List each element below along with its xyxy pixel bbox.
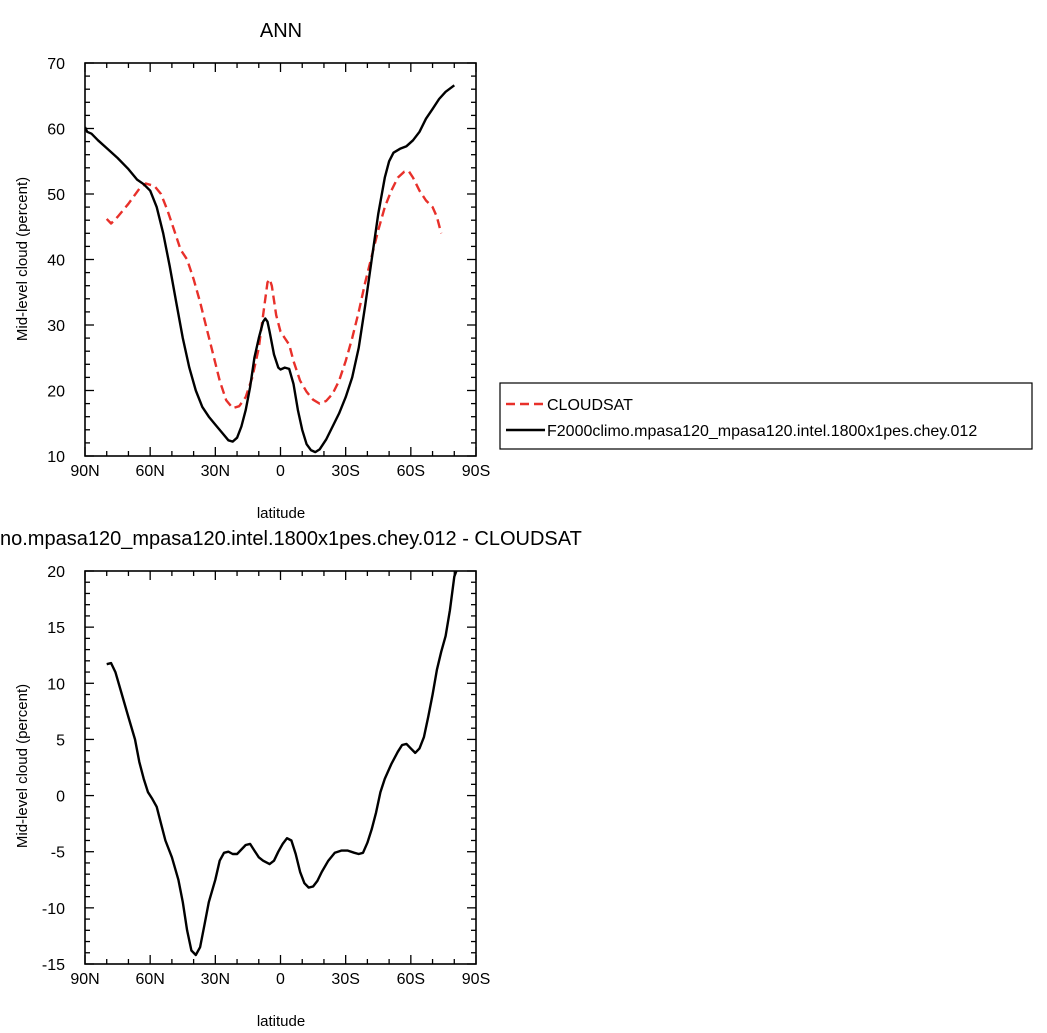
bottom-chart-title: no.mpasa120_mpasa120.intel.1800x1pes.che… — [0, 528, 582, 550]
top-chart-ytick-label: 30 — [47, 318, 65, 335]
top-chart-xlabel: latitude — [257, 505, 305, 522]
top-chart-xtick-label: 90S — [462, 463, 490, 480]
bottom-chart-ytick-label: 10 — [47, 676, 65, 693]
top-chart-title: ANN — [260, 20, 302, 42]
top-chart-xtick-label: 0 — [276, 463, 285, 480]
bottom-chart-ytick-label: 15 — [47, 620, 65, 637]
bottom-chart-ytick-label: 5 — [56, 732, 65, 749]
top-chart-ylabel: Mid-level cloud (percent) — [14, 177, 31, 341]
bottom-chart-xtick-label: 90N — [70, 971, 99, 988]
top-chart-xtick-label: 90N — [70, 463, 99, 480]
top-chart-plot: 90N 60N 30N 0 30S 60S 90S 10 20 30 40 50 60 70 — [47, 56, 490, 480]
bottom-chart-xtick-label: 90S — [462, 971, 490, 988]
bottom-chart-ytick-label: 20 — [47, 564, 65, 581]
top-chart-xtick-label: 60N — [135, 463, 164, 480]
top-chart: ANN 90N 60N 30N 0 30S 60S 90S 10 20 30 40 50 60 70 la… — [14, 20, 490, 522]
top-chart-series-line-1 — [85, 84, 456, 454]
bottom-chart-xtick-label: 30N — [201, 971, 230, 988]
bottom-chart-xtick-label: 0 — [276, 971, 285, 988]
legend-label-model: F2000climo.mpasa120_mpasa120.intel.1800x… — [547, 423, 977, 440]
bottom-chart-ylabel: Mid-level cloud (percent) — [14, 684, 31, 848]
bottom-chart-series-line-0 — [106, 571, 458, 957]
legend-label-cloudsat: CLOUDSAT — [547, 397, 633, 414]
bottom-chart: no.mpasa120_mpasa120.intel.1800x1pes.che… — [0, 528, 582, 1030]
bottom-chart-frame — [84, 570, 477, 965]
top-chart-ytick-label: 60 — [47, 122, 65, 139]
bottom-chart-xlabel: latitude — [257, 1013, 305, 1030]
bottom-chart-ytick-label: -10 — [42, 901, 65, 918]
top-chart-series-line-0 — [105, 169, 443, 410]
bottom-chart-xtick-label: 60N — [135, 971, 164, 988]
top-chart-xtick-label: 60S — [397, 463, 425, 480]
bottom-chart-ytick-label: -15 — [42, 957, 65, 974]
top-chart-ytick-label: 40 — [47, 253, 65, 270]
top-chart-ytick-label: 10 — [47, 449, 65, 466]
bottom-chart-ytick-label: -5 — [51, 845, 65, 862]
top-chart-ytick-label: 20 — [47, 384, 65, 401]
top-chart-xtick-label: 30S — [331, 463, 359, 480]
top-chart-frame — [84, 62, 477, 457]
bottom-chart-ytick-label: 0 — [56, 789, 65, 806]
legend: CLOUDSAT F2000climo.mpasa120_mpasa120.in… — [499, 382, 1033, 450]
bottom-chart-plot: 90N 60N 30N 0 30S 60S 90S -15 -10 -5 0 5 10 15 20 — [42, 564, 490, 988]
top-chart-ytick-label: 70 — [47, 56, 65, 73]
bottom-chart-xtick-label: 60S — [397, 971, 425, 988]
top-chart-xtick-label: 30N — [201, 463, 230, 480]
top-chart-ytick-label: 50 — [47, 187, 65, 204]
bottom-chart-xtick-label: 30S — [331, 971, 359, 988]
legend-box — [499, 382, 1033, 450]
